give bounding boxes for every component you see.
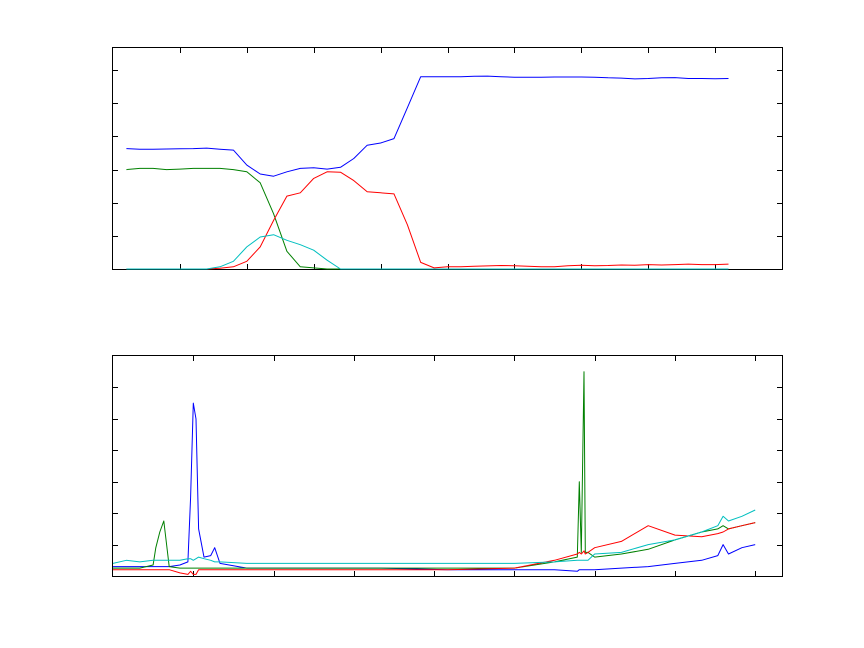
- series-line-2: [113, 522, 756, 575]
- series-line-3: [126, 234, 729, 270]
- bottom-axes-series: [112, 371, 756, 575]
- bottom-axes-frame: [112, 355, 783, 577]
- series-line-1: [113, 371, 756, 569]
- top-axes: [112, 47, 783, 270]
- series-line-3: [112, 509, 756, 564]
- series-line-2: [126, 171, 729, 270]
- bottom-axes-ticks: [113, 356, 782, 576]
- top-axes-series: [126, 75, 729, 270]
- series-line-0: [126, 75, 729, 177]
- bottom-axes: [112, 355, 783, 577]
